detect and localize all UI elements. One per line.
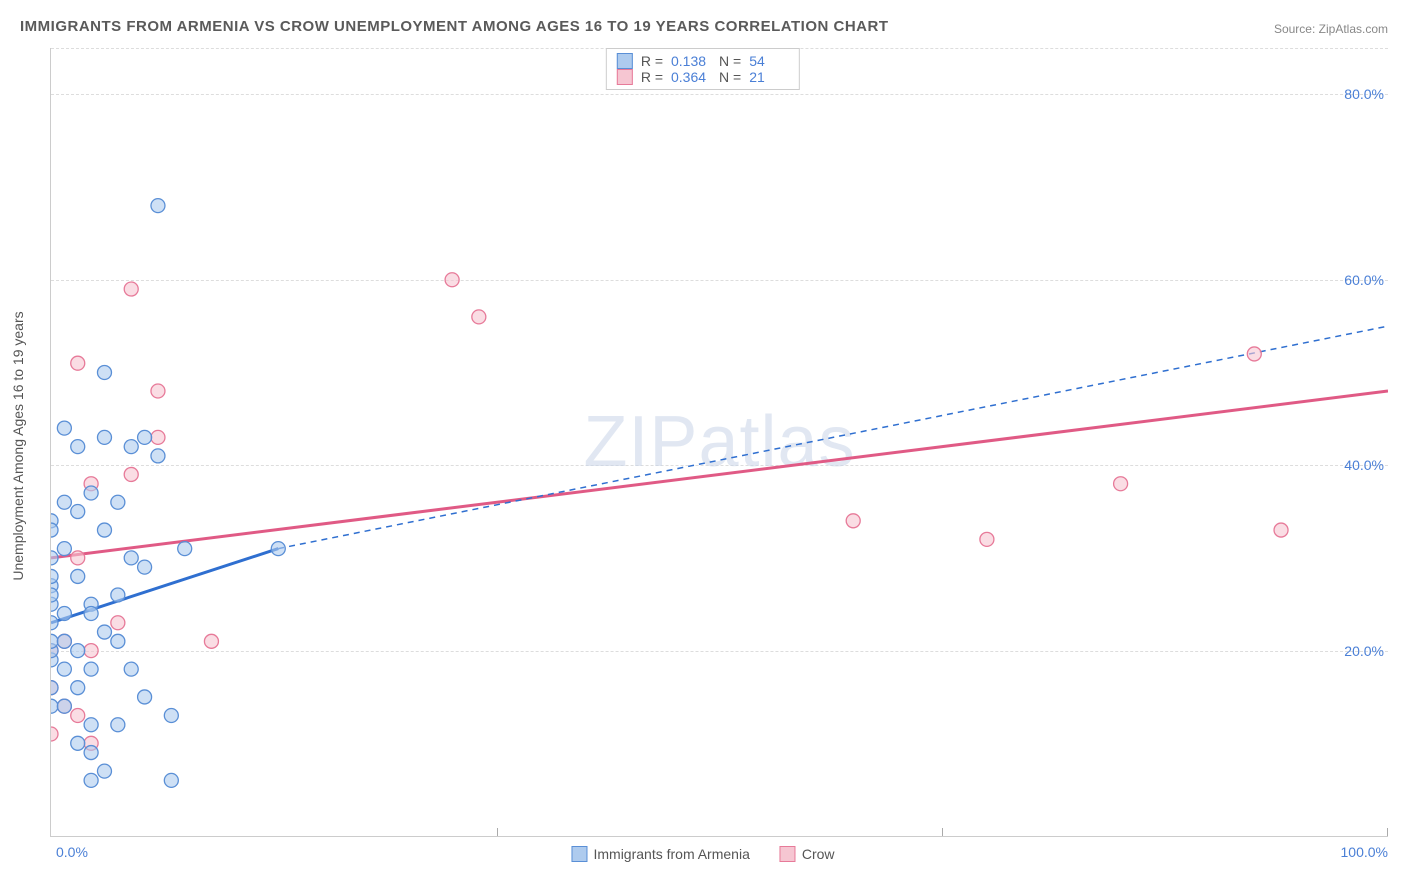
- plot-svg: [51, 48, 1388, 836]
- legend-label-0: Immigrants from Armenia: [593, 846, 749, 862]
- legend-stats: R = 0.138 N = 54 R = 0.364 N = 21: [606, 48, 800, 90]
- legend-item-0: Immigrants from Armenia: [571, 846, 749, 862]
- legend-stats-row-1: R = 0.364 N = 21: [617, 69, 789, 85]
- legend-label-1: Crow: [802, 846, 835, 862]
- y-axis-label: Unemployment Among Ages 16 to 19 years: [10, 311, 26, 580]
- legend-item-1: Crow: [780, 846, 835, 862]
- r-value-0: 0.138: [671, 53, 711, 69]
- r-value-1: 0.364: [671, 69, 711, 85]
- swatch-legend-1: [780, 846, 796, 862]
- x-tick-label: 0.0%: [56, 844, 88, 860]
- swatch-legend-0: [571, 846, 587, 862]
- x-tick-label: 100.0%: [1341, 844, 1388, 860]
- n-value-1: 21: [749, 69, 789, 85]
- legend-stats-row-0: R = 0.138 N = 54: [617, 53, 789, 69]
- chart-title: IMMIGRANTS FROM ARMENIA VS CROW UNEMPLOY…: [20, 18, 888, 35]
- legend-series: Immigrants from Armenia Crow: [571, 846, 834, 862]
- source-label: Source: ZipAtlas.com: [1274, 22, 1388, 36]
- swatch-series-1: [617, 69, 633, 85]
- swatch-series-0: [617, 53, 633, 69]
- n-value-0: 54: [749, 53, 789, 69]
- chart-area: ZIPatlas 20.0%40.0%60.0%80.0%: [50, 48, 1388, 837]
